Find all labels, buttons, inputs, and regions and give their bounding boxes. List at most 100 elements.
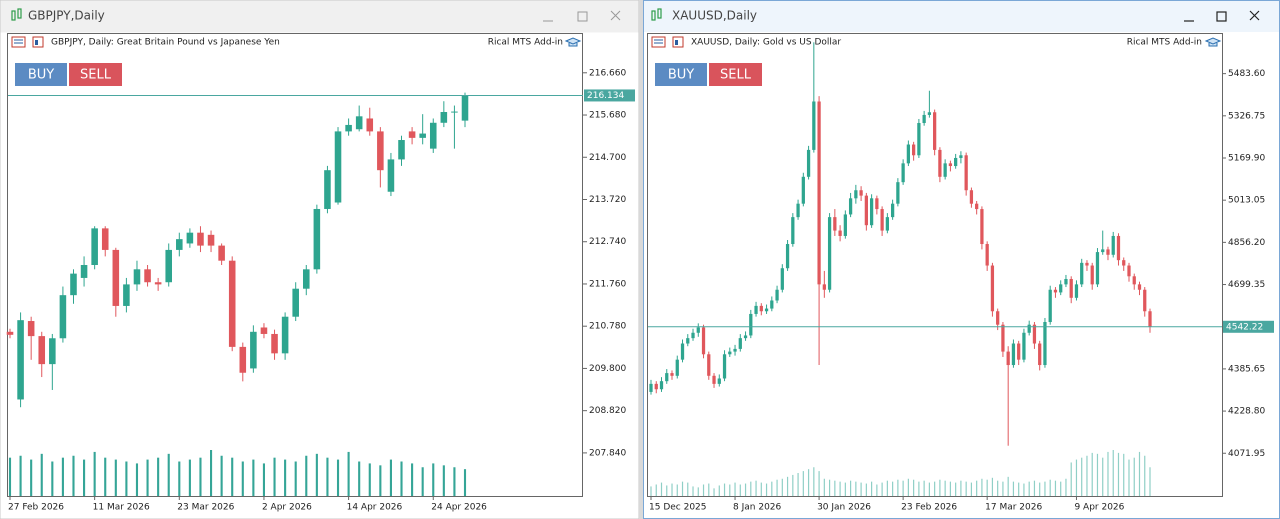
price-tag-label: 216.134 — [587, 91, 624, 101]
x-tick-label: 23 Feb 2026 — [901, 503, 957, 513]
candle-body — [345, 124, 352, 132]
candle-body — [969, 190, 974, 204]
candle-body — [1106, 249, 1110, 255]
candle-body — [6, 331, 14, 335]
candle-body — [827, 217, 832, 290]
candle-body — [334, 131, 342, 203]
y-tick-label: 5013.05 — [1228, 196, 1265, 206]
candle-body — [123, 284, 130, 306]
y-tick-label: 4228.80 — [1228, 407, 1265, 417]
candle-body — [670, 373, 674, 376]
candle-body — [1069, 278, 1073, 298]
candle-body — [1017, 343, 1021, 360]
candle-body — [938, 149, 942, 177]
candle-body — [1059, 284, 1063, 293]
candle-body — [686, 338, 690, 344]
candle-body — [917, 123, 921, 156]
x-tick-label: 14 Apr 2026 — [347, 503, 403, 513]
chart-header: GBPJPY, Daily: Great Britain Pound vs Ja… — [51, 38, 280, 48]
y-tick-label: 208.820 — [589, 406, 626, 416]
trade-button-label[interactable]: BUY — [28, 68, 54, 83]
candle-body — [933, 112, 937, 150]
y-tick-label: 4699.35 — [1228, 280, 1265, 290]
trade-button[interactable] — [69, 63, 122, 86]
candle-body — [1043, 322, 1047, 366]
candle-body — [1101, 249, 1105, 253]
candle-body — [659, 381, 664, 390]
candle-body — [440, 112, 448, 123]
candle-body — [1032, 324, 1037, 344]
candle-body — [1027, 324, 1031, 333]
candle-body — [313, 208, 321, 270]
candle-body — [896, 182, 900, 204]
candle-body — [144, 269, 151, 283]
candle-body — [780, 268, 784, 290]
trade-button-label[interactable]: SELL — [80, 68, 112, 83]
trade-button[interactable] — [709, 63, 762, 86]
candle-body — [775, 289, 779, 301]
window-controls[interactable] — [1184, 10, 1260, 22]
candle-body — [324, 170, 331, 209]
candle-body — [817, 101, 821, 285]
candle-body — [197, 232, 204, 246]
candle-body — [812, 101, 816, 150]
candle-body — [1053, 289, 1058, 293]
x-tick-label: 2 Apr 2026 — [262, 503, 312, 513]
candle-body — [985, 244, 989, 266]
trade-button[interactable] — [15, 63, 67, 86]
y-tick-label: 4071.95 — [1228, 449, 1265, 459]
window-title: GBPJPY,Daily — [28, 9, 105, 23]
candle-body — [1064, 278, 1068, 285]
candle-body — [377, 131, 384, 171]
candle-body — [859, 190, 863, 196]
trade-button-label[interactable]: SELL — [720, 68, 752, 83]
x-tick-label: 27 Feb 2026 — [8, 503, 64, 513]
y-tick-label: 5326.75 — [1228, 111, 1265, 121]
candle-body — [848, 198, 853, 215]
y-tick-label: 4856.20 — [1228, 238, 1265, 248]
candle-body — [250, 331, 257, 369]
x-tick-label: 9 Apr 2026 — [1074, 503, 1124, 513]
candle-body — [959, 155, 963, 158]
candle-body — [906, 144, 911, 164]
candle-body — [451, 111, 458, 113]
candle-body — [1048, 289, 1052, 323]
candle-body — [1095, 252, 1100, 285]
candle-body — [186, 232, 194, 244]
candle-body — [854, 190, 858, 199]
candle-body — [112, 249, 120, 306]
candle-body — [770, 300, 774, 309]
chart-icon — [11, 8, 662, 21]
candle-body — [922, 114, 926, 124]
candle-body — [1111, 235, 1115, 255]
x-tick-label: 30 Jan 2026 — [817, 503, 871, 513]
candle-body — [1085, 262, 1089, 266]
candle-body — [843, 214, 847, 236]
y-tick-label: 5483.60 — [1228, 69, 1265, 79]
candle-body — [717, 378, 721, 384]
candle-body — [1006, 351, 1010, 366]
candle-body — [875, 198, 879, 210]
candle-body — [990, 265, 995, 312]
candle-body — [1127, 265, 1131, 277]
window-controls[interactable] — [543, 10, 621, 22]
candle-body — [1148, 311, 1152, 327]
candle-body — [1143, 289, 1147, 312]
candle-body — [59, 295, 67, 339]
trade-button[interactable] — [655, 63, 707, 86]
candle-body — [833, 217, 837, 231]
candle-body — [975, 203, 979, 210]
candle-body — [869, 198, 874, 226]
candle-body — [822, 284, 826, 290]
candle-body — [1038, 343, 1042, 366]
plot-frame — [647, 33, 1223, 497]
candle-body — [880, 209, 884, 231]
price-tag-label: 4542.22 — [1226, 322, 1263, 332]
candle-body — [408, 131, 416, 138]
x-tick-label: 17 Mar 2026 — [985, 503, 1042, 513]
price-tag — [584, 89, 635, 102]
y-tick-label: 213.720 — [589, 195, 626, 205]
trade-button-label[interactable]: BUY — [668, 68, 694, 83]
candle-body — [806, 149, 811, 177]
